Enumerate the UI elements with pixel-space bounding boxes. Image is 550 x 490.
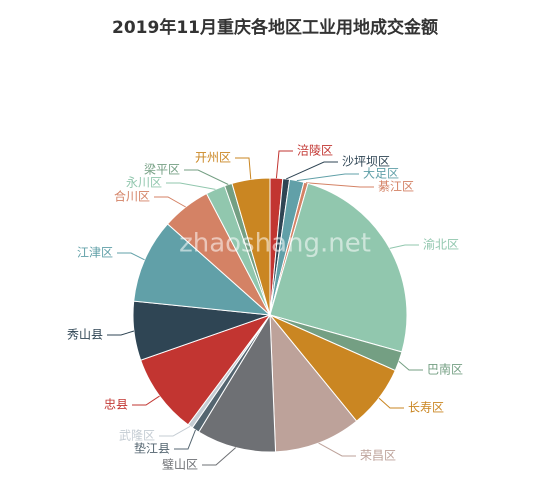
leader-line <box>235 157 252 180</box>
leader-line <box>398 361 423 371</box>
slice-label: 忠县 <box>104 398 128 412</box>
watermark: zhaoshang.net <box>179 229 371 259</box>
leader-line <box>378 397 404 409</box>
slice-label: 垫江县 <box>134 441 170 456</box>
slice-label: 涪陵区 <box>297 143 333 158</box>
pie-slice <box>269 313 358 453</box>
slice-label: 开州区 <box>195 151 231 165</box>
slice-label: 永川区 <box>126 176 162 190</box>
leader-line <box>117 252 145 261</box>
slice-label: 合川区 <box>114 189 150 204</box>
leader-line <box>202 447 237 466</box>
leader-line <box>305 182 374 188</box>
slice-label: 璧山区 <box>162 457 198 472</box>
leader-line <box>296 173 359 182</box>
slice-label: 綦江区 <box>378 180 414 194</box>
leader-line <box>275 150 293 179</box>
leader-line <box>132 395 160 406</box>
pie-slice <box>198 313 277 453</box>
slice-label: 长寿区 <box>408 401 444 415</box>
leader-line <box>166 182 216 190</box>
pie-slice <box>133 223 272 316</box>
leader-line <box>184 169 229 185</box>
slice-label: 大足区 <box>363 167 399 181</box>
leader-line <box>174 429 196 450</box>
slice-label: 江津区 <box>77 246 113 260</box>
leader-line <box>154 196 186 208</box>
chart-title: 2019年11月重庆各地区工业用地成交金额 <box>112 17 438 38</box>
pie-slice <box>140 313 272 426</box>
slice-label: 秀山县 <box>67 328 103 342</box>
leader-line <box>318 442 356 457</box>
leader-line <box>286 161 338 180</box>
slice-label: 巴南区 <box>427 362 463 377</box>
slice-label: 武隆区 <box>119 428 155 443</box>
slice-label: 梁平区 <box>144 162 180 177</box>
leader-line <box>159 425 191 437</box>
slice-label: 荣昌区 <box>360 449 396 463</box>
leader-line <box>389 244 419 249</box>
slice-label: 沙坪坝区 <box>342 155 390 169</box>
slice-label: 渝北区 <box>423 237 459 252</box>
leader-line <box>107 330 135 336</box>
